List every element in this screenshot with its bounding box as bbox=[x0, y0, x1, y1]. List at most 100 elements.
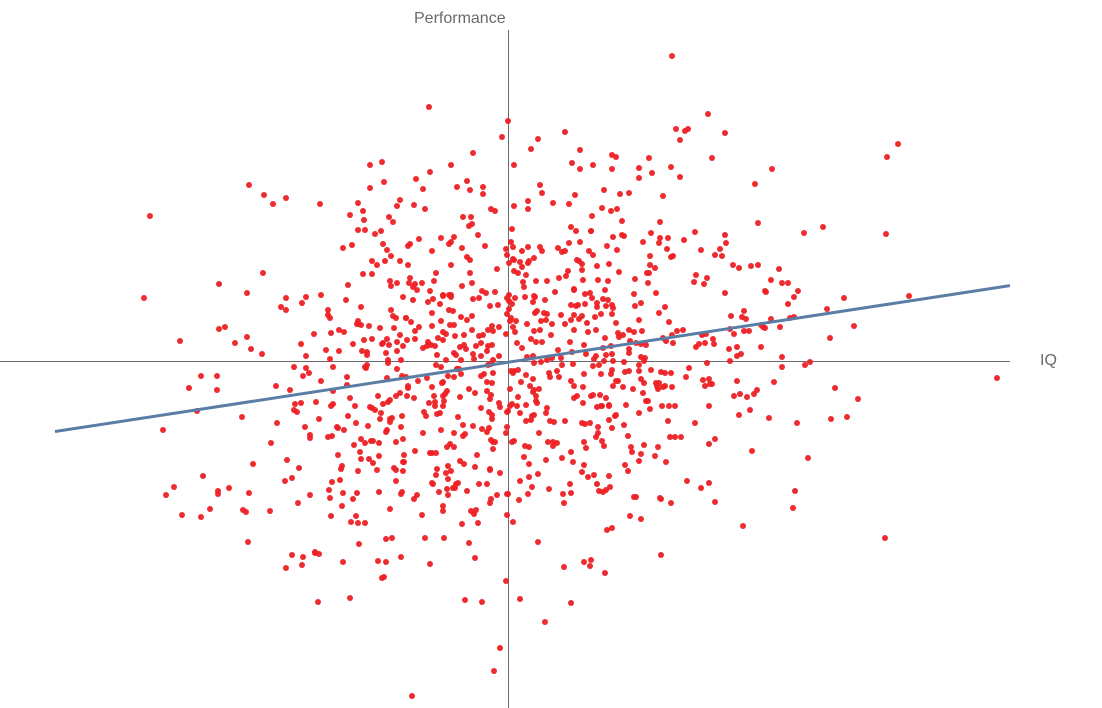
scatter-point bbox=[614, 247, 620, 253]
scatter-point bbox=[393, 315, 399, 321]
scatter-point bbox=[411, 202, 417, 208]
scatter-point bbox=[397, 332, 403, 338]
scatter-point bbox=[394, 366, 400, 372]
scatter-point bbox=[571, 312, 577, 318]
scatter-point bbox=[647, 262, 653, 268]
scatter-point bbox=[665, 235, 671, 241]
scatter-point bbox=[259, 351, 265, 357]
scatter-point bbox=[609, 525, 615, 531]
scatter-point bbox=[487, 500, 493, 506]
scatter-point bbox=[707, 381, 713, 387]
scatter-point bbox=[419, 512, 425, 518]
scatter-point bbox=[374, 262, 380, 268]
scatter-point bbox=[147, 213, 153, 219]
scatter-point bbox=[462, 597, 468, 603]
scatter-point bbox=[511, 257, 517, 263]
scatter-point bbox=[405, 385, 411, 391]
scatter-point bbox=[409, 693, 415, 699]
scatter-point bbox=[777, 324, 783, 330]
scatter-point bbox=[722, 290, 728, 296]
scatter-point bbox=[400, 343, 406, 349]
scatter-point bbox=[535, 136, 541, 142]
scatter-point bbox=[771, 379, 777, 385]
scatter-point bbox=[519, 248, 525, 254]
scatter-point bbox=[668, 164, 674, 170]
scatter-point bbox=[658, 552, 664, 558]
scatter-point bbox=[567, 481, 573, 487]
scatter-point bbox=[746, 328, 752, 334]
scatter-point bbox=[590, 363, 596, 369]
scatter-point bbox=[289, 475, 295, 481]
scatter-point bbox=[467, 187, 473, 193]
scatter-point bbox=[802, 362, 808, 368]
scatter-point bbox=[289, 552, 295, 558]
scatter-point bbox=[673, 126, 679, 132]
scatter-point bbox=[369, 336, 375, 342]
scatter-point bbox=[327, 356, 333, 362]
scatter-point bbox=[755, 262, 761, 268]
scatter-point bbox=[561, 564, 567, 570]
y-axis-label: Performance bbox=[414, 10, 506, 28]
scatter-point bbox=[630, 386, 636, 392]
scatter-point bbox=[385, 357, 391, 363]
scatter-point bbox=[345, 413, 351, 419]
scatter-point bbox=[723, 240, 729, 246]
scatter-point bbox=[387, 419, 393, 425]
scatter-point bbox=[340, 559, 346, 565]
scatter-point bbox=[562, 129, 568, 135]
scatter-point bbox=[532, 310, 538, 316]
scatter-point bbox=[883, 231, 889, 237]
scatter-point bbox=[629, 449, 635, 455]
scatter-point bbox=[367, 185, 373, 191]
scatter-point bbox=[579, 267, 585, 273]
scatter-point bbox=[325, 307, 331, 313]
scatter-point bbox=[445, 476, 451, 482]
scatter-point bbox=[438, 318, 444, 324]
scatter-point bbox=[298, 400, 304, 406]
scatter-point bbox=[613, 320, 619, 326]
scatter-point bbox=[401, 452, 407, 458]
scatter-point bbox=[415, 378, 421, 384]
scatter-point bbox=[639, 328, 645, 334]
scatter-point bbox=[604, 243, 610, 249]
scatter-point bbox=[619, 232, 625, 238]
scatter-point bbox=[393, 439, 399, 445]
scatter-point bbox=[994, 375, 1000, 381]
scatter-point bbox=[594, 481, 600, 487]
scatter-point bbox=[404, 393, 410, 399]
scatter-point bbox=[672, 403, 678, 409]
scatter-point bbox=[712, 252, 718, 258]
scatter-point bbox=[441, 535, 447, 541]
scatter-point bbox=[377, 325, 383, 331]
scatter-point bbox=[250, 461, 256, 467]
scatter-point bbox=[410, 284, 416, 290]
scatter-point bbox=[581, 439, 587, 445]
scatter-point bbox=[585, 329, 591, 335]
scatter-point bbox=[440, 393, 446, 399]
scatter-point bbox=[594, 404, 600, 410]
scatter-point bbox=[525, 260, 531, 266]
scatter-point bbox=[381, 574, 387, 580]
scatter-point bbox=[590, 252, 596, 258]
scatter-point bbox=[590, 392, 596, 398]
scatter-point bbox=[445, 492, 451, 498]
scatter-point bbox=[550, 200, 556, 206]
scatter-point bbox=[369, 271, 375, 277]
scatter-point bbox=[510, 519, 516, 525]
scatter-point bbox=[652, 453, 658, 459]
scatter-point bbox=[669, 384, 675, 390]
scatter-point bbox=[719, 253, 725, 259]
scatter-point bbox=[519, 264, 525, 270]
scatter-point bbox=[655, 444, 661, 450]
scatter-point bbox=[727, 358, 733, 364]
scatter-point bbox=[579, 261, 585, 267]
scatter-point bbox=[712, 499, 718, 505]
scatter-point bbox=[595, 277, 601, 283]
scatter-point bbox=[666, 319, 672, 325]
scatter-point bbox=[549, 321, 555, 327]
scatter-point bbox=[577, 239, 583, 245]
scatter-point bbox=[448, 262, 454, 268]
scatter-point bbox=[542, 297, 548, 303]
scatter-point bbox=[452, 333, 458, 339]
scatter-point bbox=[282, 478, 288, 484]
